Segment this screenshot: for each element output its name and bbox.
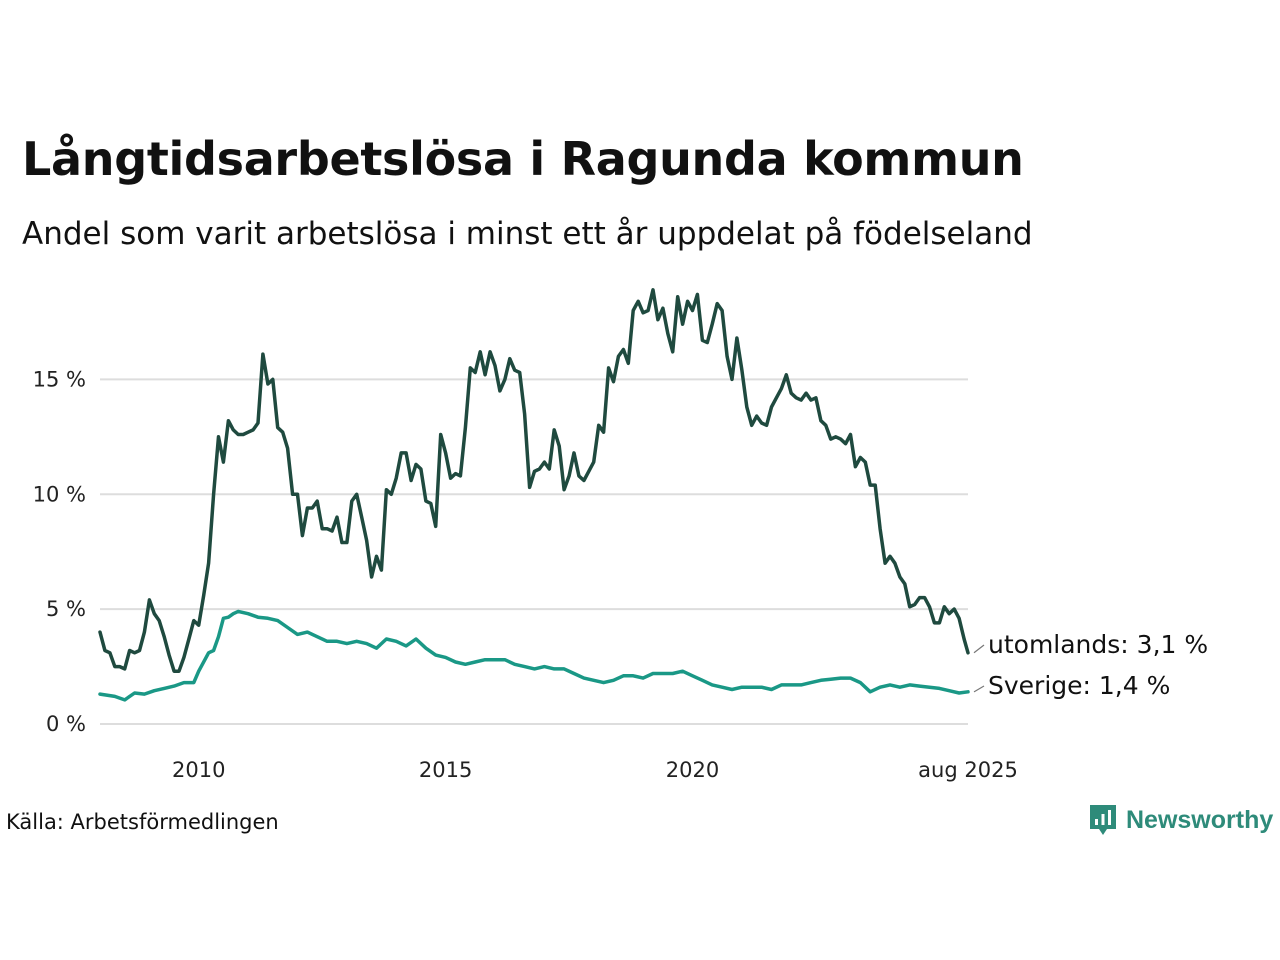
chart-subtitle: Andel som varit arbetslösa i minst ett å… [22, 216, 1033, 252]
y-tick-label: 0 % [46, 712, 86, 736]
y-tick-label: 5 % [46, 597, 86, 621]
series-end-labels: utomlands: 3,1 % Sverige: 1,4 % [973, 630, 1208, 700]
series-lines [98, 288, 970, 702]
x-tick-label: 2015 [419, 758, 472, 782]
y-axis-ticks: 0 % 5 % 10 % 15 % [33, 367, 86, 736]
x-axis-ticks: 2010 2015 2020 aug 2025 [172, 758, 1018, 782]
series-line-sverige [98, 609, 970, 702]
series-end-label: Sverige: 1,4 % [988, 671, 1170, 700]
brand-name: Newsworthy [1126, 805, 1274, 834]
grid-lines [100, 378, 968, 725]
series-end-label: utomlands: 3,1 % [988, 630, 1208, 659]
label-connector [973, 685, 985, 693]
line-chart: 0 % 5 % 10 % 15 % 2010 2015 2020 aug 2025 utom… [33, 288, 1208, 782]
y-tick-label: 15 % [33, 367, 86, 391]
source-note: Källa: Arbetsförmedlingen [6, 810, 279, 834]
brand-logo: Newsworthy [1088, 803, 1273, 837]
newsworthy-logo-icon [1090, 805, 1116, 835]
x-tick-label: aug 2025 [918, 758, 1018, 782]
x-tick-label: 2020 [666, 758, 719, 782]
label-connector [973, 644, 985, 654]
chart-title: Långtidsarbetslösa i Ragunda kommun [22, 132, 1024, 186]
y-tick-label: 10 % [33, 482, 86, 506]
series-line-utomlands [98, 288, 970, 673]
x-tick-label: 2010 [172, 758, 225, 782]
